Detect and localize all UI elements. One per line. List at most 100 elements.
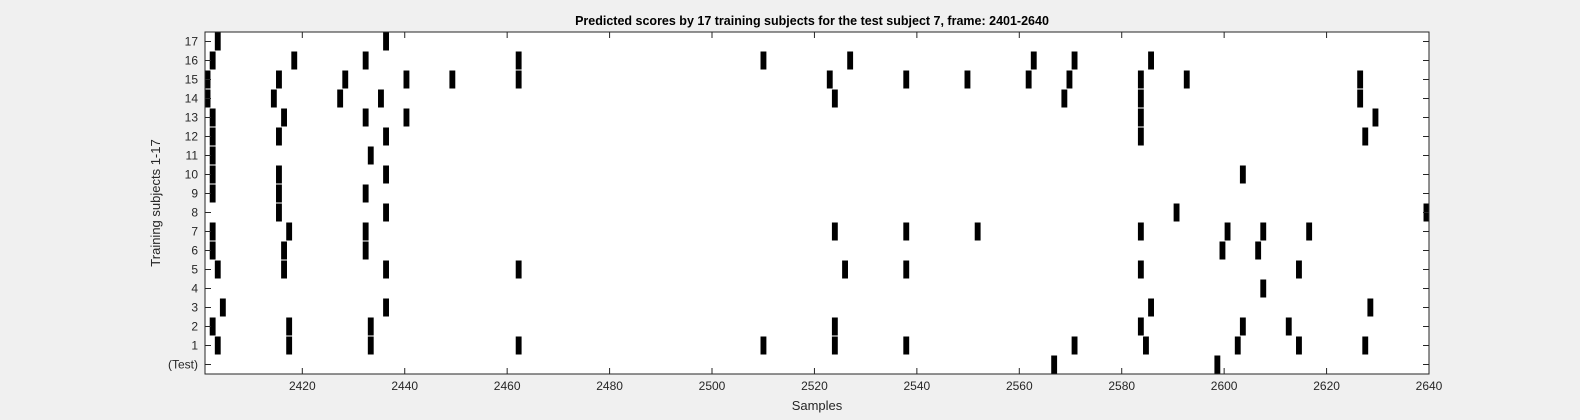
y-tick-label: 6 xyxy=(191,244,198,258)
y-tick-label: 17 xyxy=(185,35,199,49)
score-mark xyxy=(214,32,221,51)
score-mark xyxy=(1260,279,1267,298)
score-mark xyxy=(1137,222,1144,241)
y-axis-label: Training subjects 1-17 xyxy=(148,139,163,266)
x-axis-label: Samples xyxy=(792,398,843,413)
score-mark xyxy=(515,336,522,355)
score-mark xyxy=(276,70,282,89)
score-mark xyxy=(903,222,910,241)
score-mark xyxy=(281,260,287,279)
score-mark xyxy=(1051,355,1058,374)
y-tick-label: 12 xyxy=(185,130,199,144)
score-mark xyxy=(831,222,838,241)
score-mark xyxy=(1357,89,1364,108)
score-mark xyxy=(1219,241,1226,260)
score-mark xyxy=(1239,317,1246,336)
x-tick-label: 2500 xyxy=(699,379,726,393)
y-tick-label: 1 xyxy=(191,339,198,353)
score-mark xyxy=(276,184,282,203)
x-ticks: 2420 2440 2460 2480 2500 2520 2540 2560 2580 2600… xyxy=(289,32,1443,393)
score-mark xyxy=(964,70,971,89)
score-mark xyxy=(281,241,287,260)
score-mark xyxy=(270,89,277,108)
score-mark xyxy=(1137,127,1144,146)
score-mark xyxy=(209,165,216,184)
x-tick-label: 2580 xyxy=(1108,379,1135,393)
y-tick-label: 13 xyxy=(185,111,199,125)
score-mark xyxy=(291,51,298,70)
score-mark xyxy=(1372,108,1379,127)
score-mark xyxy=(1214,355,1221,374)
score-mark xyxy=(1255,241,1262,260)
score-mark xyxy=(515,51,522,70)
axes-frame xyxy=(204,31,1430,375)
score-mark xyxy=(1030,51,1037,70)
score-mark xyxy=(1224,222,1231,241)
score-mark xyxy=(276,165,282,184)
score-mark xyxy=(515,70,522,89)
score-mark xyxy=(403,70,410,89)
y-tick-label: (Test) xyxy=(168,358,198,372)
y-tick-label: 10 xyxy=(185,168,199,182)
score-mark xyxy=(1071,336,1078,355)
score-mark xyxy=(826,70,833,89)
score-mark xyxy=(847,51,854,70)
score-mark xyxy=(383,127,389,146)
score-mark xyxy=(276,203,282,222)
x-tick-label: 2560 xyxy=(1006,379,1033,393)
y-tick-label: 16 xyxy=(185,54,199,68)
x-tick-label: 2540 xyxy=(904,379,931,393)
x-tick-label: 2640 xyxy=(1416,379,1443,393)
score-mark xyxy=(842,260,848,279)
score-mark xyxy=(831,336,838,355)
score-mark xyxy=(1239,165,1246,184)
y-tick-label: 3 xyxy=(191,301,198,315)
y-tick-label: 14 xyxy=(185,92,199,106)
score-mark xyxy=(1173,203,1180,222)
score-mark xyxy=(286,317,293,336)
score-mark xyxy=(1148,51,1154,70)
y-tick-label: 8 xyxy=(191,206,198,220)
score-mark xyxy=(209,241,216,260)
score-mark xyxy=(219,298,226,317)
score-mark xyxy=(362,108,369,127)
score-mark xyxy=(1061,89,1068,108)
score-mark xyxy=(831,89,838,108)
score-mark xyxy=(367,317,374,336)
score-mark xyxy=(214,336,221,355)
marks-layer xyxy=(205,32,1429,374)
score-mark xyxy=(760,51,767,70)
y-tick-label: 7 xyxy=(191,225,198,239)
score-mark xyxy=(1357,70,1364,89)
score-mark xyxy=(383,32,389,51)
y-tick-label: 9 xyxy=(191,187,198,201)
score-mark xyxy=(337,89,344,108)
y-tick-label: 15 xyxy=(185,73,199,87)
score-mark xyxy=(1025,70,1032,89)
score-mark xyxy=(1296,260,1302,279)
score-mark xyxy=(1367,298,1374,317)
score-mark xyxy=(1137,89,1144,108)
score-mark xyxy=(974,222,981,241)
score-mark xyxy=(403,108,410,127)
y-tick-label: 2 xyxy=(191,320,198,334)
score-mark xyxy=(209,146,216,165)
score-mark xyxy=(1234,336,1241,355)
score-mark xyxy=(378,89,384,108)
x-tick-label: 2620 xyxy=(1313,379,1340,393)
score-mark xyxy=(1148,298,1154,317)
score-mark xyxy=(209,222,216,241)
score-mark xyxy=(1143,336,1149,355)
score-mark xyxy=(209,127,216,146)
score-mark xyxy=(1362,336,1369,355)
score-mark xyxy=(362,241,369,260)
score-mark xyxy=(1362,127,1369,146)
x-tick-label: 2420 xyxy=(289,379,316,393)
score-mark xyxy=(214,260,221,279)
score-mark xyxy=(342,70,349,89)
score-mark xyxy=(362,222,369,241)
score-mark xyxy=(1137,70,1144,89)
score-mark xyxy=(367,146,374,165)
